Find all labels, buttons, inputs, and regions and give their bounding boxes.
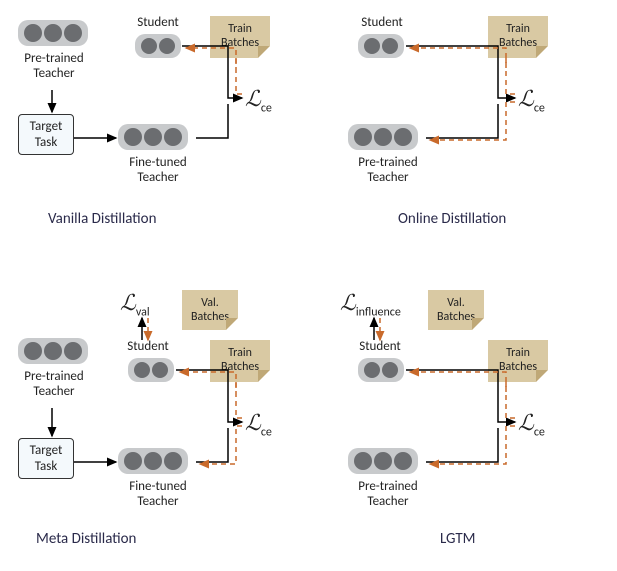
student-label: Student (350, 340, 410, 355)
loss-ce: ℒce (245, 86, 272, 115)
pretrained-teacher-box (348, 124, 418, 150)
target-task-text: TargetTask (30, 443, 63, 474)
finetuned-teacher-label: Fine-tunedTeacher (118, 480, 198, 510)
student-box (358, 358, 404, 382)
student-label: Student (118, 340, 178, 355)
pretrained-teacher-box (18, 338, 88, 364)
train-batches-note: TrainBatches (488, 16, 548, 58)
val-batches-text: Val.Batches (437, 296, 475, 324)
train-batches-text: TrainBatches (499, 346, 537, 374)
train-batches-text: TrainBatches (221, 346, 259, 374)
student-box (358, 34, 404, 58)
caption-lgtm: LGTM (440, 530, 476, 548)
panel-online: Student TrainBatches Pre-trainedTeacher … (340, 12, 610, 237)
caption-online: Online Distillation (398, 210, 506, 228)
panel-meta: Pre-trainedTeacher ℒval Val.Batches Stud… (10, 290, 310, 560)
pretrained-teacher-label: Pre-trainedTeacher (344, 480, 432, 510)
pretrained-teacher-label: Pre-trainedTeacher (10, 370, 98, 400)
loss-influence: ℒinfluence (340, 290, 401, 319)
arrows-lgtm (340, 290, 610, 560)
loss-ce: ℒce (518, 86, 545, 115)
pretrained-teacher-box (18, 20, 88, 46)
train-batches-text: TrainBatches (499, 22, 537, 50)
val-batches-note: Val.Batches (182, 290, 238, 330)
pretrained-teacher-box (348, 448, 418, 474)
caption-meta: Meta Distillation (36, 530, 136, 548)
student-box (135, 34, 181, 58)
finetuned-teacher-label: Fine-tunedTeacher (118, 156, 198, 186)
panel-lgtm: ℒinfluence Val.Batches Student TrainBatc… (340, 290, 610, 560)
pretrained-teacher-label: Pre-trainedTeacher (10, 52, 98, 82)
student-label: Student (128, 16, 188, 31)
train-batches-note: TrainBatches (488, 340, 548, 382)
loss-ce: ℒce (518, 410, 545, 439)
target-task-box: TargetTask (18, 438, 74, 479)
train-batches-note: TrainBatches (210, 16, 270, 58)
student-label: Student (352, 16, 412, 31)
loss-val: ℒval (120, 290, 150, 319)
student-box (128, 358, 174, 382)
pretrained-teacher-label: Pre-trainedTeacher (344, 156, 432, 186)
target-task-box: TargetTask (18, 114, 74, 155)
panel-vanilla: Pre-trainedTeacher Student TrainBatches … (10, 12, 310, 237)
finetuned-teacher-box (118, 448, 188, 474)
train-batches-text: TrainBatches (221, 22, 259, 50)
train-batches-note: TrainBatches (210, 340, 270, 382)
target-task-text: TargetTask (30, 119, 63, 150)
val-batches-text: Val.Batches (191, 296, 229, 324)
finetuned-teacher-box (118, 124, 188, 150)
val-batches-note: Val.Batches (428, 290, 484, 330)
caption-vanilla: Vanilla Distillation (48, 210, 156, 228)
loss-ce: ℒce (245, 410, 272, 439)
